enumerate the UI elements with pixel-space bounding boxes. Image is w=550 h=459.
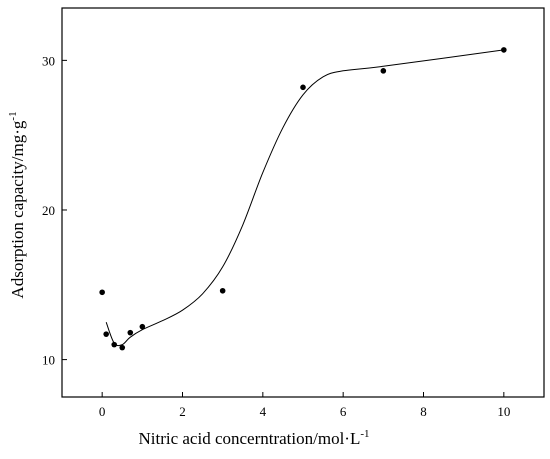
data-point [119,344,126,351]
data-point [300,84,306,91]
x-tick-label: 6 [340,404,347,419]
x-tick-label: 0 [99,404,106,419]
data-point [111,341,118,348]
data-point [501,47,507,53]
x-tick-label: 8 [420,404,427,419]
data-point [380,68,387,74]
y-tick-label: 20 [42,203,55,218]
y-tick-label: 10 [42,353,55,368]
data-points [99,47,507,351]
fit-curve [105,49,504,347]
x-tick-label: 10 [497,404,510,419]
plot-frame [61,7,545,398]
y-axis-ticks: 10 20 30 [42,53,67,368]
data-point [127,329,134,336]
x-tick-label: 4 [260,404,267,419]
data-point [99,289,105,296]
data-point [139,323,146,330]
y-tick-label: 30 [42,53,55,68]
x-axis-ticks: 0 2 4 6 8 10 [99,392,510,419]
data-point [103,331,109,337]
x-axis-title: Nitric acid concerntration/mol·L-1 [138,428,369,448]
data-point [219,287,226,294]
y-axis-title: Adsorption capacity/mg·g-1 [7,111,27,298]
x-tick-label: 2 [179,404,186,419]
